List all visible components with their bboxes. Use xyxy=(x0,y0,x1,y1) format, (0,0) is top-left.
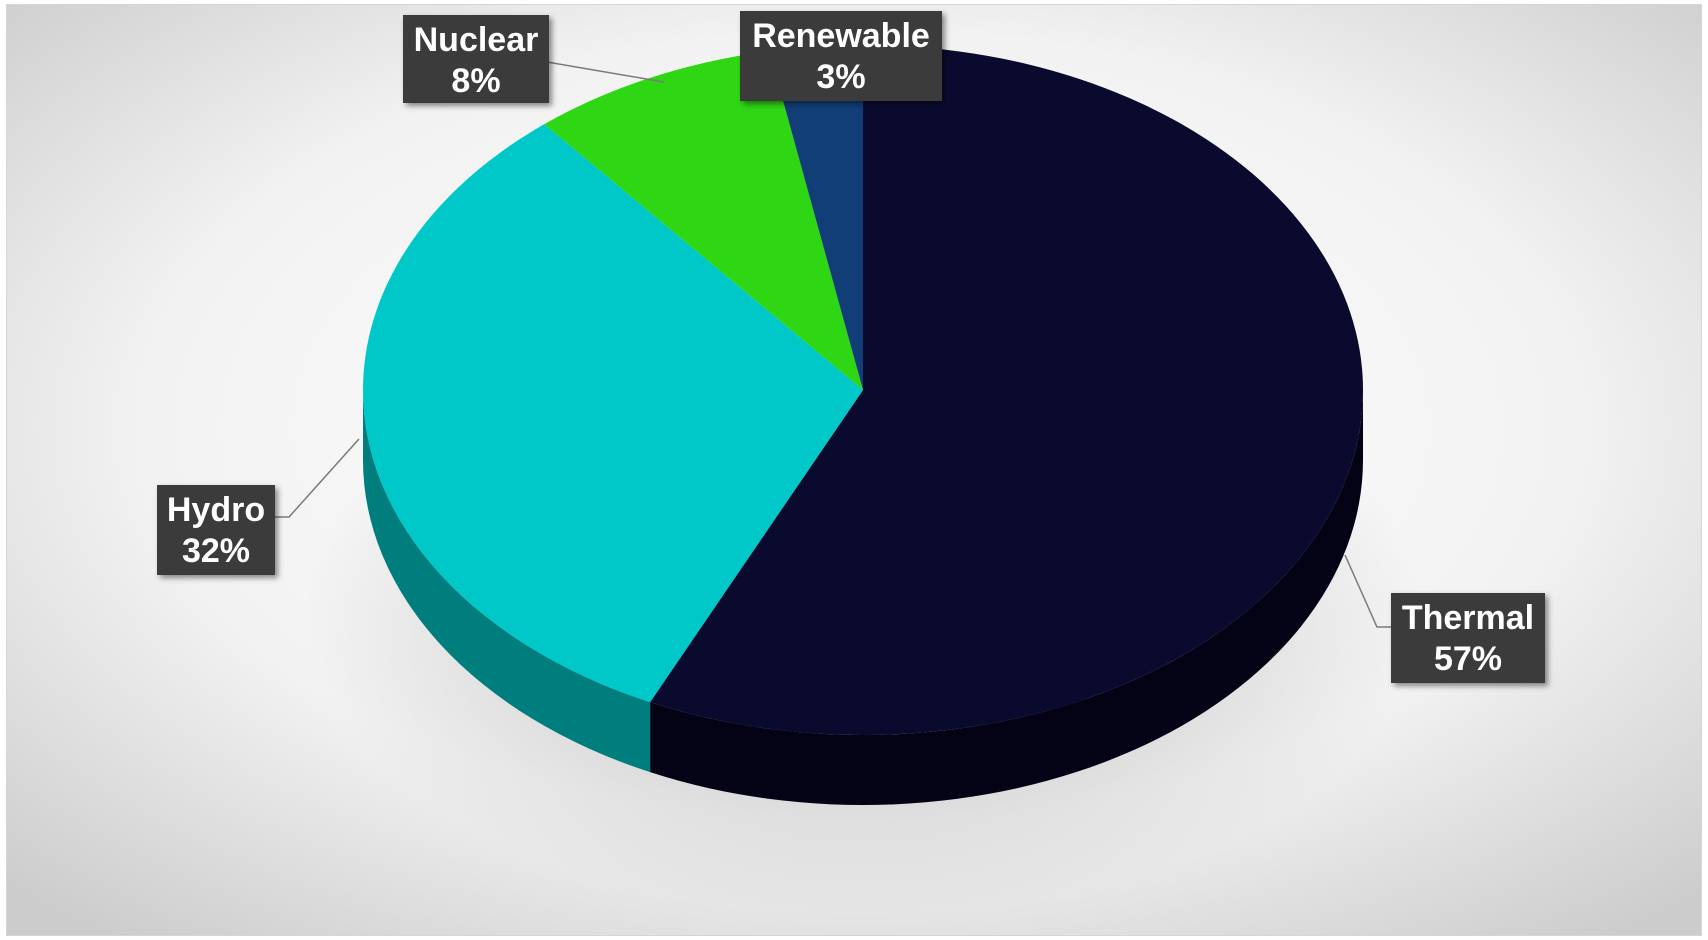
pie-slice-renewable[interactable] xyxy=(769,45,863,390)
pie-tops xyxy=(363,45,1363,735)
pie-slice-hydro[interactable] xyxy=(363,124,863,703)
data-label-box xyxy=(1391,593,1545,683)
leader-line-hydro xyxy=(275,438,360,518)
data-label-name: Thermal xyxy=(1402,599,1534,637)
data-label-name: Hydro xyxy=(167,491,265,529)
data-label-percent: 32% xyxy=(182,532,250,570)
data-label-percent: 8% xyxy=(451,62,500,100)
data-label-box xyxy=(403,15,549,103)
data-label-percent: 57% xyxy=(1434,640,1502,678)
pie-sides xyxy=(363,390,1363,806)
leader-line-thermal xyxy=(1344,554,1391,628)
data-label-box xyxy=(740,11,942,101)
pie-slice-side-thermal xyxy=(650,390,1363,806)
pie-slice-thermal[interactable] xyxy=(650,45,1363,735)
pie-slice-nuclear[interactable] xyxy=(544,51,863,390)
pie-slice-side-hydro xyxy=(363,390,651,773)
data-label-box xyxy=(157,485,275,575)
data-label-name: Nuclear xyxy=(414,21,539,59)
chart-frame: Thermal 57% Hydro 32% Nuclear 8% Renewable 3% xyxy=(6,4,1702,936)
data-label-name: Renewable xyxy=(752,17,930,55)
data-label-percent: 3% xyxy=(816,58,865,96)
